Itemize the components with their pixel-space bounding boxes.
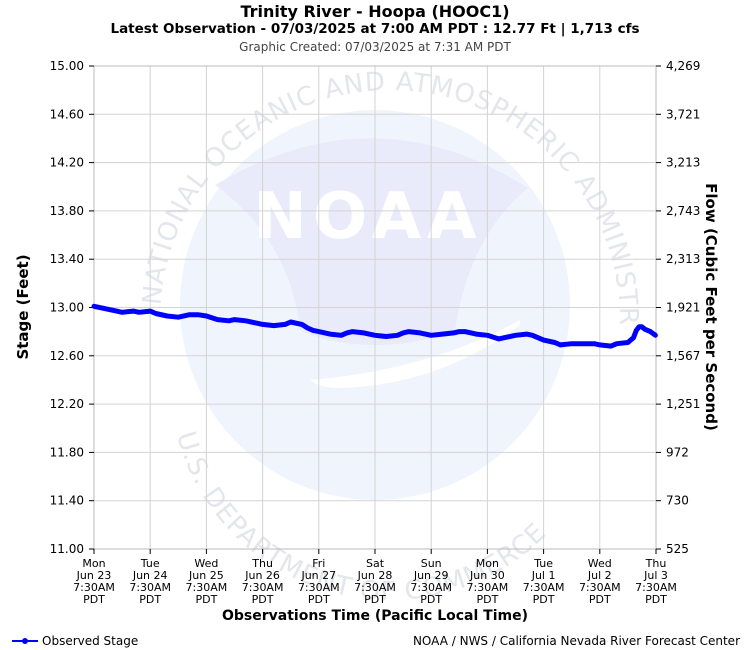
x-tick-label: Sat Jun 28 7:30AM PDT bbox=[354, 557, 396, 606]
x-tick-label-line: Thu bbox=[645, 557, 667, 570]
x-tick-label-line: PDT bbox=[476, 593, 498, 606]
y2-tick-label: 1,921 bbox=[666, 301, 700, 315]
x-tick-label-line: Wed bbox=[588, 557, 612, 570]
x-tick-label-line: Sun bbox=[421, 557, 442, 570]
x-tick-label-line: 7:30AM bbox=[523, 581, 565, 594]
x-tick-label-line: 7:30AM bbox=[410, 581, 452, 594]
y2-tick-label: 2,313 bbox=[666, 252, 700, 266]
y2-tick-label: 3,213 bbox=[666, 156, 700, 170]
x-tick-label-line: Wed bbox=[194, 557, 218, 570]
y-tick-label: 12.60 bbox=[50, 349, 84, 363]
x-tick-label: Mon Jun 30 7:30AM PDT bbox=[467, 557, 509, 606]
x-tick-label-line: PDT bbox=[139, 593, 161, 606]
x-axis-label: Observations Time (Pacific Local Time) bbox=[222, 608, 528, 624]
legend-line-icon bbox=[12, 638, 38, 644]
x-tick-label-line: Jul 1 bbox=[531, 569, 556, 582]
x-tick-label-line: PDT bbox=[533, 593, 555, 606]
y2-tick-label: 1,251 bbox=[666, 397, 700, 411]
x-tick-label-line: PDT bbox=[195, 593, 217, 606]
legend: Observed Stage bbox=[12, 634, 138, 648]
y2-tick-label: 972 bbox=[666, 445, 689, 459]
y-tick-label: 13.80 bbox=[50, 204, 84, 218]
y-tick-label: 11.80 bbox=[50, 445, 84, 459]
y-tick-label: 13.00 bbox=[50, 301, 84, 315]
credit-text: NOAA / NWS / California Nevada River For… bbox=[412, 634, 740, 648]
x-tick-label-line: Tue bbox=[533, 557, 553, 570]
x-tick-label: Thu Jul 3 7:30AM PDT bbox=[635, 557, 677, 606]
x-tick-label-line: Jun 23 bbox=[76, 569, 112, 582]
x-tick-label-line: 7:30AM bbox=[467, 581, 509, 594]
y-tick-label: 11.40 bbox=[50, 494, 84, 508]
x-tick-label: Sun Jun 29 7:30AM PDT bbox=[410, 557, 452, 606]
x-tick-label-line: Jun 29 bbox=[413, 569, 449, 582]
x-tick-label: Mon Jun 23 7:30AM PDT bbox=[73, 557, 115, 606]
x-tick-label-line: 7:30AM bbox=[354, 581, 396, 594]
grid-lines bbox=[93, 65, 657, 550]
x-tick-label-line: Jun 28 bbox=[357, 569, 393, 582]
y-tick-label: 14.60 bbox=[50, 107, 84, 121]
y2-tick-label: 730 bbox=[666, 494, 689, 508]
x-tick-label-line: Mon bbox=[82, 557, 105, 570]
x-tick-label: Tue Jul 1 7:30AM PDT bbox=[523, 557, 565, 606]
x-tick-label-line: Mon bbox=[476, 557, 499, 570]
x-tick-label-line: PDT bbox=[645, 593, 667, 606]
x-tick-label-line: Thu bbox=[251, 557, 273, 570]
y2-tick-label: 2,743 bbox=[666, 204, 700, 218]
y-tick-label: 15.00 bbox=[50, 59, 84, 73]
x-tick-label: Fri Jun 27 7:30AM PDT bbox=[298, 557, 340, 606]
y-tick-label: 12.20 bbox=[50, 397, 84, 411]
x-tick-label-line: Jun 24 bbox=[132, 569, 168, 582]
x-tick-label-line: Jun 26 bbox=[244, 569, 280, 582]
x-tick-label-line: Jun 27 bbox=[300, 569, 336, 582]
chart-title: Trinity River - Hoopa (HOOC1) bbox=[240, 2, 510, 21]
x-tick-label-line: 7:30AM bbox=[298, 581, 340, 594]
x-tick-label-line: 7:30AM bbox=[73, 581, 115, 594]
watermark-gull-icon bbox=[215, 138, 528, 345]
x-tick-label: Tue Jun 24 7:30AM PDT bbox=[129, 557, 171, 606]
x-tick-label-line: 7:30AM bbox=[129, 581, 171, 594]
chart-subtitle: Latest Observation - 07/03/2025 at 7:00 … bbox=[110, 21, 640, 37]
x-tick-label-line: Jul 3 bbox=[643, 569, 668, 582]
watermark-wave-icon bbox=[310, 320, 520, 388]
y-axis-left: 11.00 11.40 11.80 12.20 12.60 13.00 13.40 13.80… bbox=[50, 59, 94, 556]
y2-tick-label: 1,567 bbox=[666, 349, 700, 363]
x-tick-label: Wed Jul 2 7:30AM PDT bbox=[579, 557, 621, 606]
x-tick-label-line: PDT bbox=[364, 593, 386, 606]
x-tick-label-line: Jul 2 bbox=[587, 569, 612, 582]
y-axis-label: Stage (Feet) bbox=[14, 254, 32, 359]
observed-stage-line bbox=[91, 303, 658, 349]
x-tick-label-line: 7:30AM bbox=[635, 581, 677, 594]
y-tick-label: 13.40 bbox=[50, 252, 84, 266]
x-tick-label-line: Jun 25 bbox=[188, 569, 224, 582]
x-tick-label-line: 7:30AM bbox=[242, 581, 284, 594]
x-tick-label: Thu Jun 26 7:30AM PDT bbox=[242, 557, 284, 606]
x-tick-label-line: Jun 30 bbox=[469, 569, 505, 582]
x-tick-label-line: PDT bbox=[252, 593, 274, 606]
y2-axis-label: Flow (Cubic Feet per Second) bbox=[702, 183, 720, 431]
y2-tick-label: 3,721 bbox=[666, 107, 700, 121]
y2-tick-label: 525 bbox=[666, 542, 689, 556]
x-tick-label-line: 7:30AM bbox=[186, 581, 228, 594]
y-tick-label: 14.20 bbox=[50, 156, 84, 170]
y2-tick-label: 4,269 bbox=[666, 59, 700, 73]
x-tick-label-line: PDT bbox=[589, 593, 611, 606]
x-tick-label-line: PDT bbox=[308, 593, 330, 606]
y-axis-right: 525 730 972 1,251 1,567 1,921 2,313 2,743 3,213 3… bbox=[656, 59, 700, 556]
legend-label: Observed Stage bbox=[42, 634, 139, 648]
x-tick-label-line: PDT bbox=[83, 593, 105, 606]
watermark-logo-text: NOAA bbox=[253, 180, 482, 254]
x-tick-label: Wed Jun 25 7:30AM PDT bbox=[186, 557, 228, 606]
noaa-watermark: NOAA NATIONAL OCEANIC AND ATMOSPHERIC AD… bbox=[0, 0, 642, 607]
y-tick-label: 11.00 bbox=[50, 542, 84, 556]
x-tick-label-line: Fri bbox=[312, 557, 325, 570]
x-tick-label-line: 7:30AM bbox=[579, 581, 621, 594]
x-tick-label-line: PDT bbox=[420, 593, 442, 606]
graphic-created: Graphic Created: 07/03/2025 at 7:31 AM P… bbox=[239, 40, 511, 54]
x-tick-label-line: Sat bbox=[366, 557, 385, 570]
x-tick-label-line: Tue bbox=[140, 557, 160, 570]
